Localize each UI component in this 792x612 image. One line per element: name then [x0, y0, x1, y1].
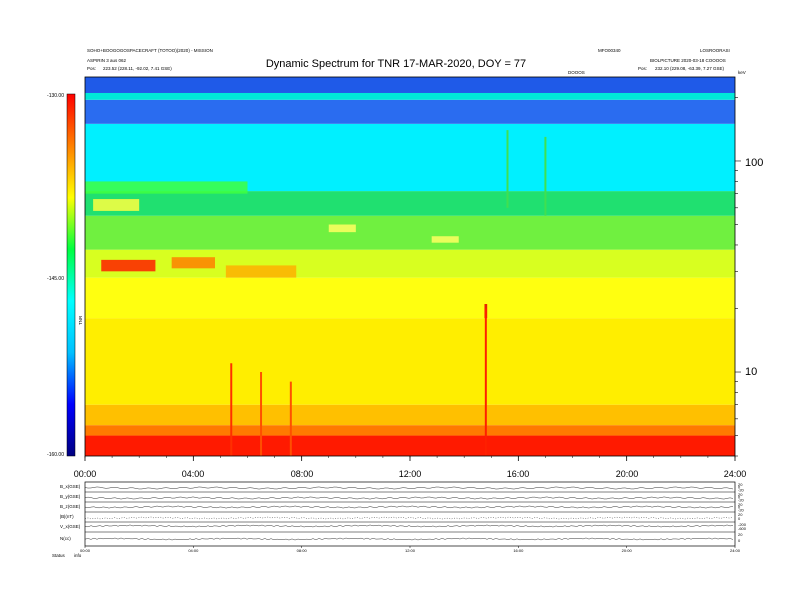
panel-trace-0 — [84, 486, 734, 490]
x-tick-label-4: 16:00 — [506, 469, 530, 479]
spectrum-band-11 — [85, 77, 735, 93]
panel-label-0: B_x(GSE) — [60, 484, 81, 489]
spectrum-band-2 — [85, 404, 735, 426]
panel-right-tick-0-1: 0 — [738, 485, 741, 490]
spectrum-band-3 — [85, 318, 735, 405]
panel-right-tick-2-1: 0 — [738, 505, 741, 510]
spectrum-band-10 — [85, 92, 735, 100]
panel-label-4: V_x(GSE) — [60, 524, 81, 529]
panel-footer-left: Status — [52, 553, 65, 558]
header-corner-small: keV — [738, 70, 746, 75]
x-tick-label-2: 08:00 — [290, 469, 314, 479]
panel-bottom-tick-label-4: 16:00 — [513, 548, 524, 553]
panel-bottom-tick-label-5: 20:00 — [622, 548, 633, 553]
panel-bottom-tick-label-3: 12:00 — [405, 548, 416, 553]
spectrum-feature-0 — [101, 259, 156, 272]
panel-label-2: B_z(GSE) — [60, 504, 81, 509]
panel-right-tick-1-0: 20 — [738, 492, 743, 497]
x-tick-label-5: 20:00 — [615, 469, 639, 479]
spectrum-feature-5 — [328, 224, 356, 233]
spectrum-band-0 — [85, 435, 735, 456]
panel-label-1: B_y(GSE) — [60, 494, 81, 499]
panel-right-tick-4-0: -200 — [738, 522, 747, 527]
panel-trace-5 — [84, 537, 734, 541]
spectrum-band-6 — [85, 215, 735, 250]
panel-trace-1 — [84, 496, 734, 500]
panel-right-tick-0-0: 20 — [738, 482, 743, 487]
header-right-pos-label: Pos: — [638, 66, 648, 71]
panel-bottom-tick-label-0: 00:00 — [80, 548, 91, 553]
header-left-line1: SOHO+BOOGOGOSPACECRAFT (TOTOO)(2020) - M… — [87, 48, 213, 53]
chart-title: Dynamic Spectrum for TNR 17-MAR-2020, DO… — [265, 58, 527, 70]
x-tick-label-3: 12:00 — [398, 469, 422, 479]
spectrum-band-9 — [85, 99, 735, 124]
header-right-top-a: MFO00340 — [598, 48, 621, 53]
y-tick-label-10: 10 — [745, 366, 758, 378]
colorbar-tick-mid: -145.00 — [47, 276, 64, 282]
spectrum-feature-2 — [225, 265, 297, 278]
spectrum-feature-7 — [85, 181, 248, 194]
spectrum-band-8 — [85, 123, 735, 192]
panel-footer-right: info — [74, 553, 82, 558]
panel-right-tick-3-0: 20 — [738, 512, 743, 517]
x-tick-label-0: 00:00 — [73, 469, 97, 479]
panel-right-tick-5-1: 0 — [738, 538, 741, 543]
header-right-line2: BIOLPICTURE 2020-03-18 COOOOS — [650, 58, 726, 63]
panel-right-tick-1-2: -20 — [738, 497, 745, 502]
header-center-small: DOOOS — [568, 70, 585, 75]
spectrum-band-7 — [85, 191, 735, 216]
spectrum-band-1 — [85, 425, 735, 436]
spectrum-feature-1 — [171, 257, 215, 269]
panel-label-3: |B|(nT) — [60, 514, 74, 519]
header-left-line2: ASPIRIN 3 aus 062 — [87, 58, 127, 63]
spectrum-feature-6 — [431, 236, 459, 243]
panel-bottom-tick-label-6: 24:00 — [730, 548, 741, 553]
panel-right-tick-0-2: -20 — [738, 487, 745, 492]
spectrum-band-4 — [85, 277, 735, 319]
panel-right-tick-2-0: 20 — [738, 502, 743, 507]
header-left-pos-value: 223.52 (228.11, -92.02, 7.41 GSE) — [103, 66, 172, 71]
x-tick-label-1: 04:00 — [181, 469, 205, 479]
header-right-top-b: LOSROORASI — [700, 48, 730, 53]
spectrum-feature-4 — [93, 199, 140, 211]
panel-right-tick-2-2: -20 — [738, 507, 745, 512]
panel-trace-2 — [84, 505, 734, 509]
panel-right-tick-4-1: -600 — [738, 526, 747, 531]
colorbar — [66, 93, 76, 457]
panel-trace-3 — [84, 516, 734, 520]
header-right-pos-value: 232.10 (229.08, -63.39, 7.27 GSE) — [655, 66, 725, 71]
panel-trace-4 — [84, 524, 734, 528]
panel-right-tick-3-1: 0 — [738, 516, 741, 521]
panel-right-tick-5-0: 20 — [738, 532, 743, 537]
panel-bottom-tick-label-1: 04:00 — [188, 548, 199, 553]
panel-right-tick-1-1: 0 — [738, 495, 741, 500]
panel-label-5: N(cc) — [60, 536, 71, 541]
colorbar-tick-top: -130.00 — [47, 93, 64, 99]
panel-bottom-tick-label-2: 08:00 — [297, 548, 308, 553]
colorbar-tick-bottom: -160.00 — [47, 452, 64, 458]
header-left-pos-label: Pos: — [87, 66, 97, 71]
panels-frame — [84, 481, 736, 547]
x-tick-label-6: 24:00 — [723, 469, 747, 479]
y-tick-label-100: 100 — [745, 157, 764, 169]
